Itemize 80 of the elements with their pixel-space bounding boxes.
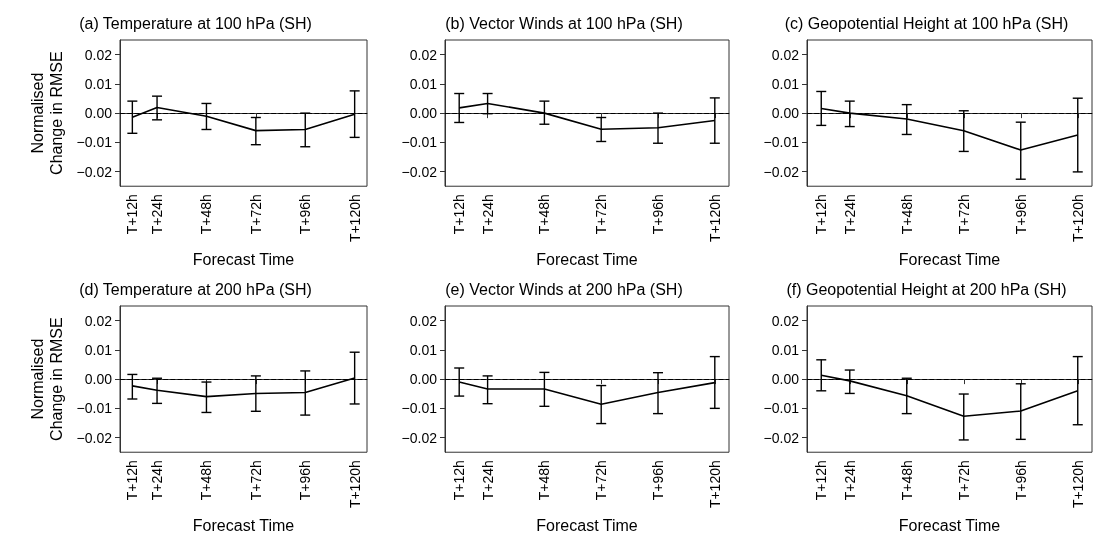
x-axis-title: Forecast Time [536,517,638,534]
x-tick-label: T+120h [706,194,723,243]
x-tick-label: T+12h [124,460,141,501]
y-tick-label: 0.01 [84,341,113,358]
x-tick-label: T+12h [813,460,830,501]
x-tick-label: T+120h [1069,194,1086,243]
x-tick-label: T+12h [124,194,141,235]
x-tick-label: T+120h [346,460,363,509]
chart-title: (e) Vector Winds at 200 hPa (SH) [445,280,683,298]
y-tick-label: −0.02 [76,163,113,180]
x-axis-title: Forecast Time [192,251,295,268]
y-tick-label: 0.01 [771,75,800,92]
x-tick-label: T+72h [955,460,972,501]
y-tick-label: 0.00 [771,371,800,388]
x-tick-label: T+96h [297,460,314,501]
y-tick-label: −0.01 [763,134,800,151]
x-tick-label: T+24h [841,460,858,501]
x-axis-title: Forecast Time [898,251,1001,268]
x-tick-label: T+48h [198,460,215,501]
x-tick-label: T+72h [593,460,610,501]
y-axis-title: Normalised Change in RMSE [28,51,65,175]
x-tick-label: T+96h [1012,194,1029,235]
x-tick-label: T+96h [1012,460,1029,501]
x-axis-title: Forecast Time [898,517,1001,534]
y-tick-label: −0.02 [401,163,438,180]
y-tick-label: 0.02 [84,312,113,329]
y-tick-label: 0.02 [771,46,800,63]
y-axis-title: Normalised Change in RMSE [28,317,65,441]
y-tick-label: 0.02 [771,312,800,329]
y-tick-label: 0.01 [409,75,438,92]
x-tick-label: T+96h [297,194,314,235]
x-tick-label: T+12h [813,194,830,235]
y-tick-label: −0.02 [763,429,800,446]
x-tick-label: T+120h [346,194,363,243]
x-tick-label: T+48h [536,194,553,235]
x-tick-label: T+72h [247,460,264,501]
x-tick-label: T+24h [479,460,496,501]
y-tick-label: 0.00 [409,105,438,122]
x-tick-label: T+72h [247,194,264,235]
y-tick-label: −0.01 [763,400,800,417]
y-tick-label: 0.01 [771,341,800,358]
x-tick-label: T+48h [898,194,915,235]
y-tick-label: 0.00 [771,105,800,122]
x-tick-label: T+24h [479,194,496,235]
x-tick-label: T+12h [451,194,468,235]
y-tick-label: −0.01 [76,134,113,151]
x-tick-label: T+48h [536,460,553,501]
chart-title: (c) Geopotential Height at 100 hPa (SH) [784,14,1069,32]
y-tick-label: 0.00 [409,371,438,388]
x-tick-label: T+24h [149,460,166,501]
y-tick-label: 0.02 [409,46,438,63]
x-axis-title: Forecast Time [536,251,638,268]
y-tick-label: −0.02 [76,429,113,446]
y-tick-label: 0.01 [409,341,438,358]
y-tick-label: 0.02 [409,312,438,329]
x-axis-title: Forecast Time [192,517,295,534]
y-tick-label: −0.02 [401,429,438,446]
y-tick-label: 0.00 [84,105,113,122]
chart-title: (b) Vector Winds at 100 hPa (SH) [445,14,683,32]
chart-title: (a) Temperature at 100 hPa (SH) [79,14,312,32]
chart-title: (d) Temperature at 200 hPa (SH) [79,280,312,298]
y-tick-label: −0.01 [401,134,438,151]
x-tick-label: T+24h [149,194,166,235]
y-tick-label: −0.01 [401,400,438,417]
y-tick-label: −0.01 [76,400,113,417]
x-tick-label: T+96h [650,194,666,235]
y-tick-label: 0.02 [84,46,113,63]
x-tick-label: T+120h [1069,460,1086,509]
x-tick-label: T+120h [706,460,723,509]
x-tick-label: T+72h [955,194,972,235]
x-tick-label: T+48h [898,460,915,501]
x-tick-label: T+24h [841,194,858,235]
x-tick-label: T+48h [198,194,215,235]
y-tick-label: 0.00 [84,371,113,388]
x-tick-label: T+12h [451,460,468,501]
chart-title: (f) Geopotential Height at 200 hPa (SH) [786,280,1067,298]
x-tick-label: T+72h [593,194,610,235]
y-tick-label: 0.01 [84,75,113,92]
x-tick-label: T+96h [650,460,666,501]
y-tick-label: −0.02 [763,163,800,180]
